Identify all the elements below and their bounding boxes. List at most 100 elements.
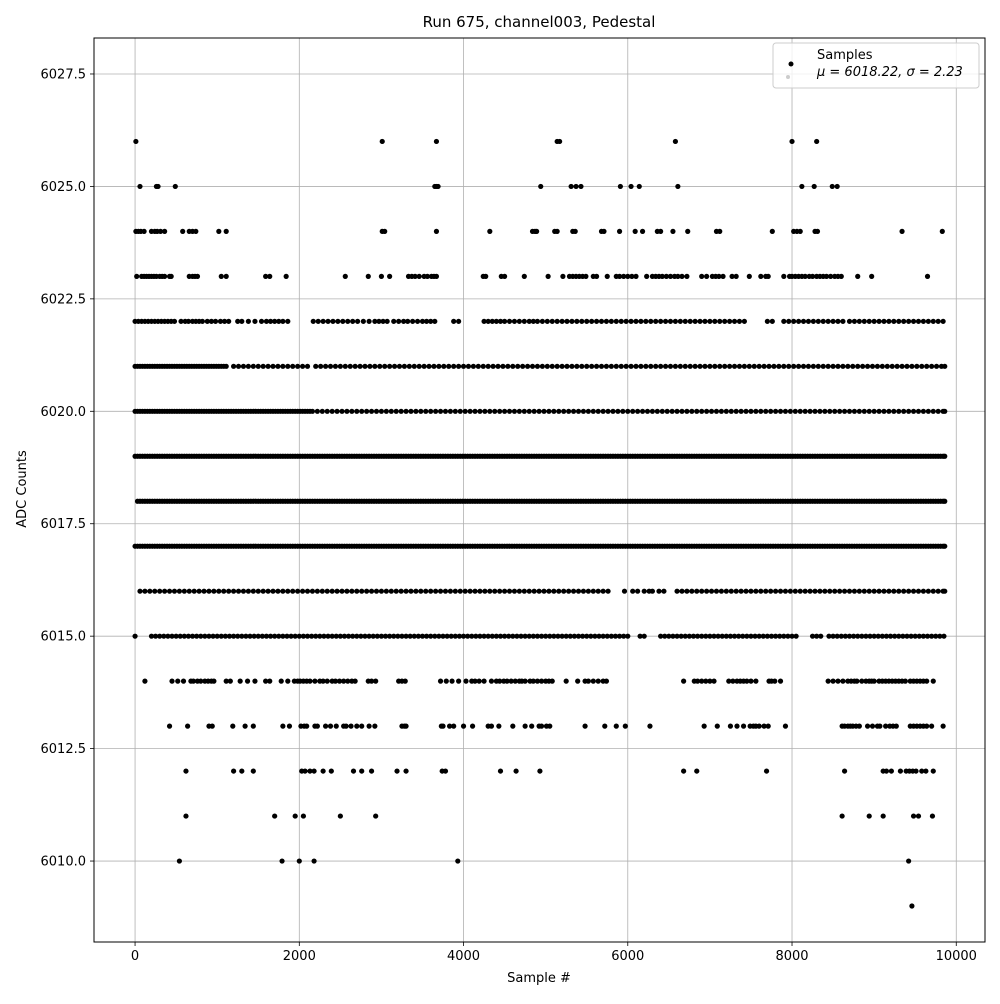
data-point [251,633,257,639]
data-point [366,633,372,639]
data-point [299,588,306,594]
data-point [672,138,679,145]
data-point [265,363,271,369]
data-point [791,363,797,369]
data-point [424,273,431,279]
data-point [325,318,331,324]
data-point [906,858,912,864]
legend-box [772,42,980,89]
data-point [635,588,641,594]
data-point [554,318,560,324]
data-point [412,273,418,279]
data-point [748,633,754,639]
data-point [929,363,935,369]
data-point [733,273,739,279]
data-point [183,768,189,774]
data-point [211,588,217,594]
data-point [211,678,217,684]
data-point [904,363,910,369]
data-point [924,273,931,279]
data-point [137,183,143,190]
data-point [856,588,862,594]
data-point [760,633,766,639]
data-point [684,408,690,414]
data-point [359,588,365,594]
data-point [590,408,596,414]
data-point [348,723,354,729]
data-point [521,588,527,594]
data-point [636,183,642,190]
data-point [566,588,572,594]
data-point [942,453,948,459]
data-point [522,723,528,729]
data-point [183,813,189,819]
data-point [901,408,907,414]
data-point [648,318,654,324]
data-point [769,228,775,234]
data-point [906,408,912,414]
data-point [639,228,646,234]
data-point [342,363,348,369]
data-point [275,588,281,594]
data-point [887,633,894,639]
data-point [534,678,541,684]
data-point [633,273,639,279]
data-point [643,363,649,369]
data-point [699,633,705,639]
data-point [881,318,887,324]
data-point [901,318,907,324]
data-point [658,228,664,234]
data-point [500,363,506,369]
data-point [501,633,508,639]
data-point [559,318,565,324]
data-point [398,588,404,594]
data-point [694,633,701,639]
data-point [377,363,383,369]
data-point [516,408,522,414]
data-point [349,588,355,594]
data-point [521,408,527,414]
data-point [506,318,513,324]
data-point [644,273,650,279]
data-point [508,678,514,684]
data-point [359,723,365,729]
data-point [495,363,501,369]
data-point [456,633,463,639]
data-point [556,588,562,594]
data-point [296,633,302,639]
data-point [216,228,222,234]
data-point [736,318,743,324]
data-point [702,318,708,324]
data-point [481,633,487,639]
data-point [477,588,483,594]
data-point [835,318,841,324]
data-point [447,408,453,414]
data-point [245,318,251,324]
data-point [707,318,713,324]
data-point [437,408,444,414]
data-point [744,678,750,684]
data-point [881,408,887,414]
data-point [313,363,319,369]
data-point [344,588,350,594]
data-point [529,723,535,729]
data-point [223,678,229,684]
data-point [929,723,935,729]
data-point [564,318,570,324]
data-point [740,723,747,729]
data-point [593,363,600,369]
data-point [920,633,927,639]
data-point [904,633,910,639]
data-point [538,723,545,729]
data-point [761,723,767,729]
data-point [555,633,561,639]
data-point [817,408,823,414]
data-point [699,588,705,594]
data-point [846,588,853,594]
data-point [300,633,307,639]
data-point [731,633,738,639]
data-point [608,363,614,369]
data-point [782,408,789,414]
data-point [339,588,345,594]
data-point [352,678,358,684]
